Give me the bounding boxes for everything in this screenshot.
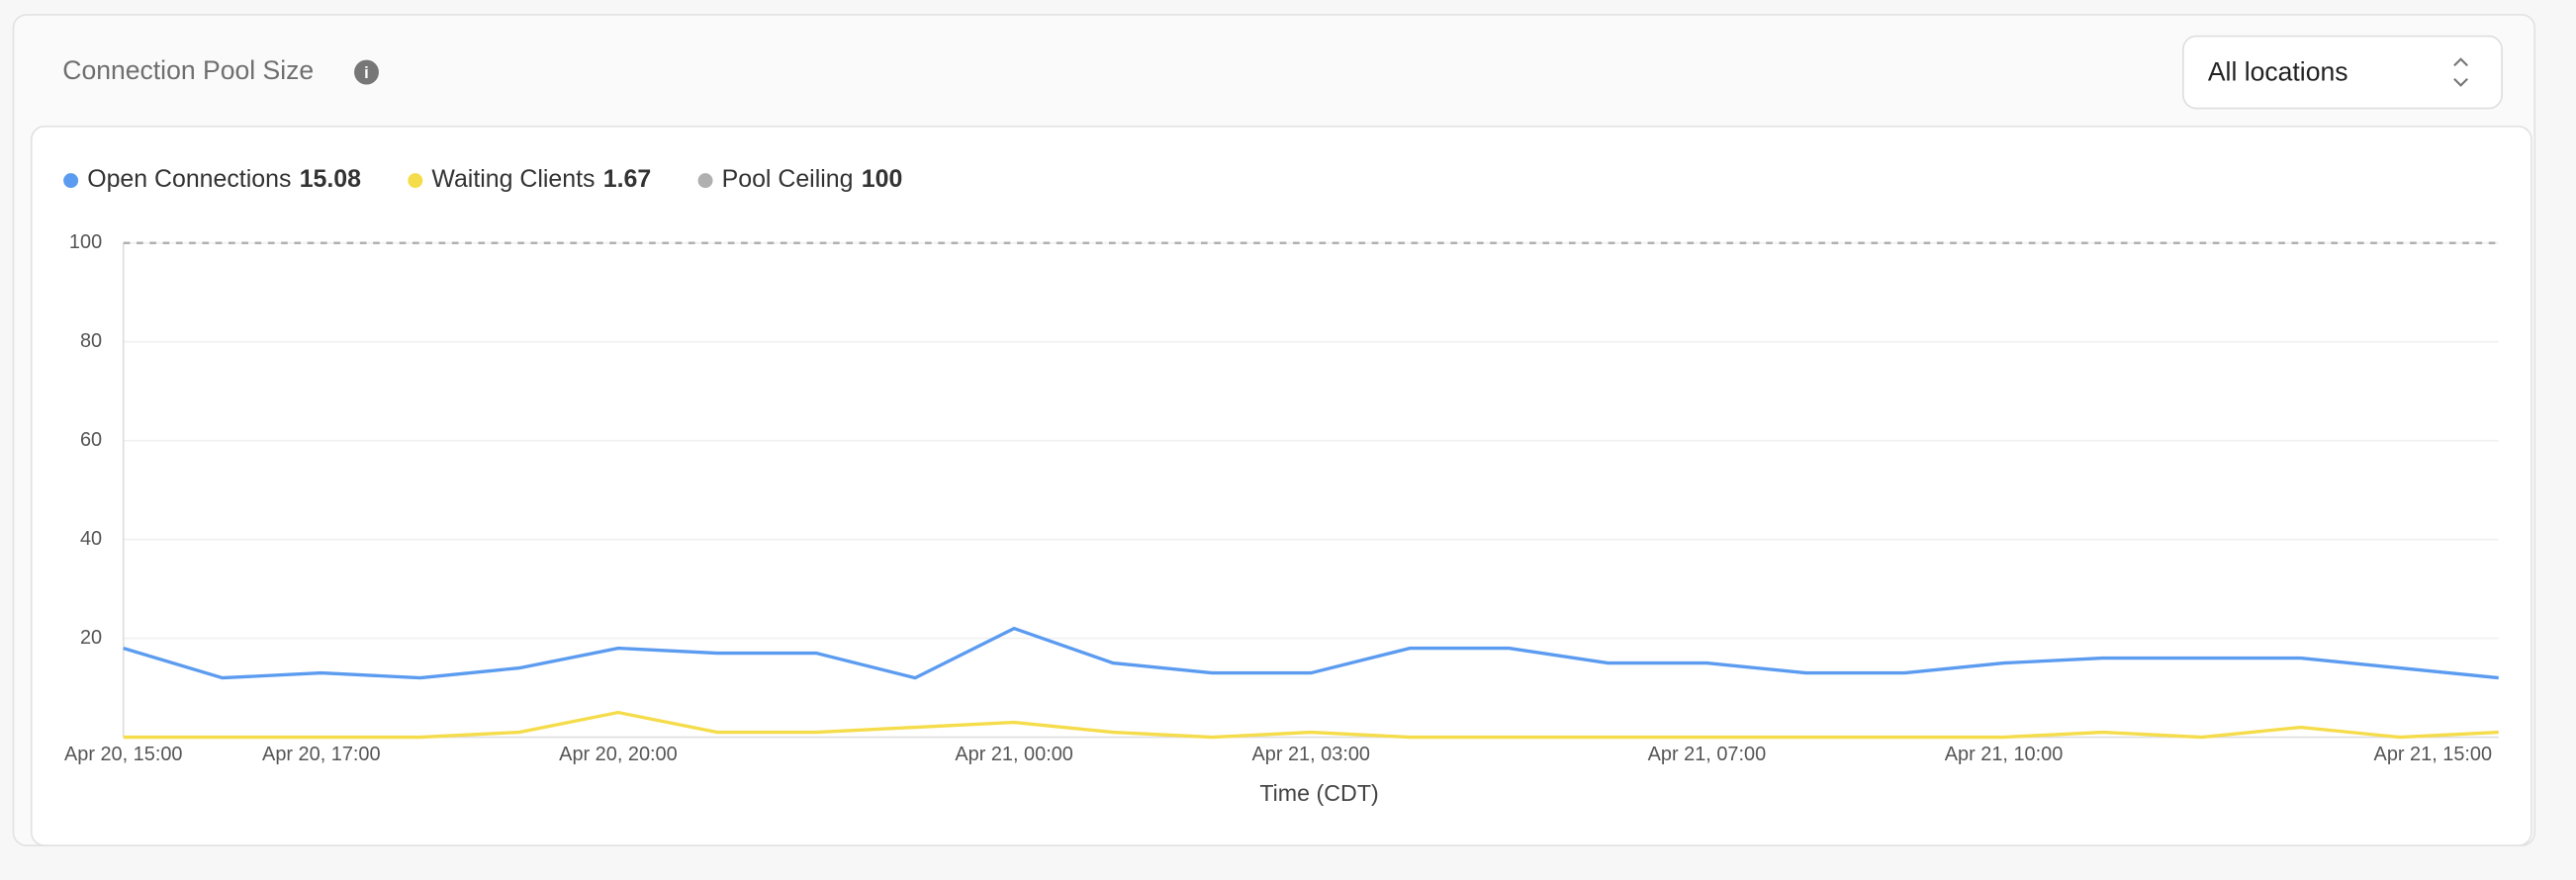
x-tick-label: Apr 21, 03:00 <box>1251 744 1370 765</box>
y-tick-label: 40 <box>80 528 102 550</box>
legend-label: Waiting Clients <box>431 165 595 193</box>
x-tick-label: Apr 20, 20:00 <box>559 744 678 765</box>
x-tick-label: Apr 20, 15:00 <box>64 744 183 765</box>
panel-title: Connection Pool Size <box>62 55 314 85</box>
legend-value: 1.67 <box>603 165 651 193</box>
select-chevron <box>2453 57 2468 87</box>
x-tick-label: Apr 21, 10:00 <box>1945 744 2064 765</box>
select-label: All locations <box>2208 57 2348 87</box>
x-tick-label: Apr 20, 17:00 <box>262 744 381 765</box>
y-tick-label: 20 <box>80 627 102 649</box>
y-tick-label: 60 <box>80 429 102 451</box>
location-select[interactable] <box>2182 35 2503 110</box>
y-tick-label: 80 <box>80 330 102 352</box>
x-tick-label: Apr 21, 15:00 <box>2374 744 2493 765</box>
x-tick-label: Apr 21, 07:00 <box>1648 744 1767 765</box>
legend-dot <box>63 173 79 189</box>
info-icon[interactable] <box>354 59 379 85</box>
legend-label: Open Connections <box>87 165 291 193</box>
legend-value: 15.08 <box>300 165 361 193</box>
legend-label: Pool Ceiling <box>722 165 854 193</box>
info-glyph: i <box>364 63 369 82</box>
legend-dot <box>697 173 713 189</box>
series-line <box>123 626 2499 680</box>
legend-value: 100 <box>862 165 903 193</box>
chart-panel <box>30 126 2532 846</box>
x-tick-label: Apr 21, 00:00 <box>955 744 1073 765</box>
legend-dot <box>408 173 423 189</box>
series-line <box>123 710 2499 740</box>
x-axis-title: Time (CDT) <box>1259 780 1378 806</box>
y-tick-label: 100 <box>69 231 102 253</box>
